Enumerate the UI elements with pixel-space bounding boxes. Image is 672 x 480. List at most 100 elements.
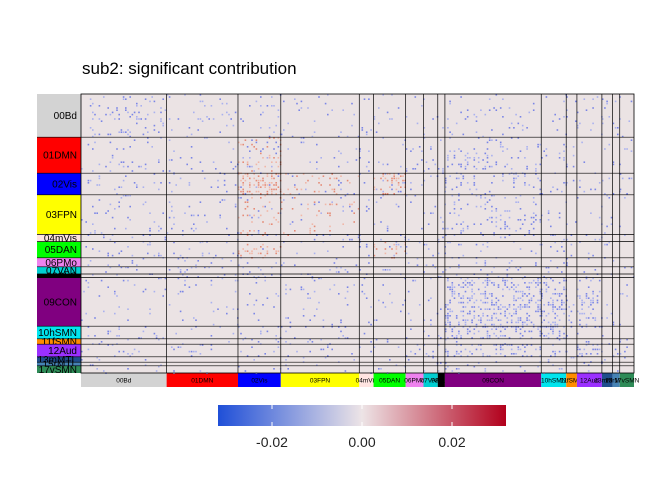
- heatmap-cell: [449, 102, 451, 105]
- heatmap-cell: [486, 141, 489, 144]
- col-label-17vsmn: 17vSMN: [614, 378, 639, 385]
- heatmap-cell: [188, 205, 191, 208]
- col-bar-17vsmn: [619, 373, 634, 387]
- heatmap-cell: [517, 175, 520, 177]
- heatmap-cell: [421, 159, 423, 161]
- heatmap-cell: [147, 252, 149, 255]
- heatmap-cell: [434, 205, 437, 208]
- heatmap-cell: [451, 188, 454, 191]
- heatmap-cell: [624, 197, 626, 199]
- heatmap-cell: [395, 188, 398, 191]
- heatmap-cell: [346, 193, 349, 195]
- heatmap-cell: [257, 232, 260, 234]
- heatmap-cell: [462, 295, 465, 297]
- heatmap-cell: [87, 286, 90, 288]
- heatmap-cell: [111, 344, 114, 346]
- heatmap-cell: [149, 100, 151, 103]
- heatmap-cell: [621, 177, 624, 180]
- heatmap-cell: [469, 282, 471, 284]
- heatmap-cell: [437, 238, 440, 241]
- heatmap-cell: [370, 350, 372, 353]
- heatmap-cell: [287, 188, 289, 191]
- heatmap-cell: [287, 317, 289, 319]
- heatmap-cell: [552, 306, 554, 308]
- heatmap-cell: [576, 344, 579, 346]
- heatmap-cell: [532, 295, 535, 297]
- heatmap-cell: [488, 279, 491, 282]
- row-label-11fsmn: 11fSMN: [42, 337, 77, 348]
- heatmap-cell: [447, 157, 449, 159]
- heatmap-cell: [464, 165, 467, 168]
- heatmap-cell: [495, 109, 498, 111]
- heatmap-cell: [484, 168, 487, 170]
- heatmap-cell: [344, 326, 347, 328]
- heatmap-cell: [532, 234, 535, 236]
- heatmap-cell: [294, 230, 296, 232]
- heatmap-cell: [486, 332, 489, 335]
- heatmap-cell: [195, 350, 197, 353]
- heatmap-cell: [217, 276, 219, 278]
- heatmap-cell: [493, 232, 495, 234]
- heatmap-cell: [556, 326, 559, 328]
- heatmap-cell: [404, 182, 406, 184]
- heatmap-cell: [537, 365, 539, 368]
- heatmap-cell: [491, 205, 493, 208]
- heatmap-cell: [539, 310, 542, 313]
- heatmap-cell: [400, 234, 402, 236]
- heatmap-cell: [491, 165, 493, 168]
- heatmap-cell: [451, 282, 454, 284]
- heatmap-cell: [242, 190, 244, 193]
- heatmap-cell: [572, 154, 575, 157]
- heatmap-cell: [558, 350, 561, 353]
- heatmap-cell: [277, 186, 280, 188]
- heatmap-cell: [561, 190, 563, 193]
- heatmap-cell: [246, 262, 249, 264]
- heatmap-cell: [87, 326, 90, 328]
- heatmap-cell: [275, 219, 277, 221]
- heatmap-cell: [515, 201, 517, 203]
- heatmap-cell: [300, 137, 303, 139]
- heatmap-cell: [502, 344, 504, 346]
- heatmap-cell: [447, 118, 449, 120]
- heatmap-cell: [289, 326, 292, 328]
- heatmap-cell: [606, 102, 608, 105]
- heatmap-cell: [173, 173, 175, 175]
- heatmap-cell: [391, 118, 393, 120]
- heatmap-cell: [173, 241, 175, 244]
- heatmap-cell: [541, 310, 543, 313]
- heatmap-cell: [386, 230, 389, 232]
- heatmap-cell: [162, 212, 164, 214]
- heatmap-cell: [260, 96, 262, 98]
- heatmap-cell: [160, 254, 162, 257]
- heatmap-cell: [592, 308, 594, 310]
- heatmap-cell: [242, 188, 244, 191]
- heatmap-cell: [386, 341, 389, 343]
- heatmap-cell: [300, 288, 303, 291]
- heatmap-cell: [109, 161, 112, 163]
- heatmap-cell: [484, 279, 487, 282]
- heatmap-cell: [440, 276, 442, 278]
- heatmap-cell: [405, 168, 408, 170]
- heatmap-cell: [179, 271, 182, 273]
- heatmap-cell: [517, 284, 520, 286]
- heatmap-cell: [626, 295, 628, 297]
- heatmap-cell: [404, 173, 406, 175]
- heatmap-cell: [458, 214, 460, 217]
- heatmap-cell: [253, 214, 255, 217]
- heatmap-cell: [155, 370, 158, 372]
- heatmap-cell: [353, 193, 355, 195]
- heatmap-cell: [434, 266, 437, 269]
- col-label-05dan: 05DAN: [379, 378, 400, 385]
- heatmap-cell: [138, 165, 140, 168]
- heatmap-cell: [116, 109, 118, 111]
- heatmap-cell: [545, 288, 548, 291]
- heatmap-cell: [473, 317, 476, 319]
- heatmap-cell: [517, 201, 520, 203]
- heatmap-cell: [353, 212, 355, 214]
- heatmap-cell: [81, 168, 83, 170]
- heatmap-cell: [266, 157, 269, 159]
- heatmap-cell: [506, 163, 509, 166]
- heatmap-cell: [217, 186, 219, 188]
- heatmap-cell: [397, 205, 400, 208]
